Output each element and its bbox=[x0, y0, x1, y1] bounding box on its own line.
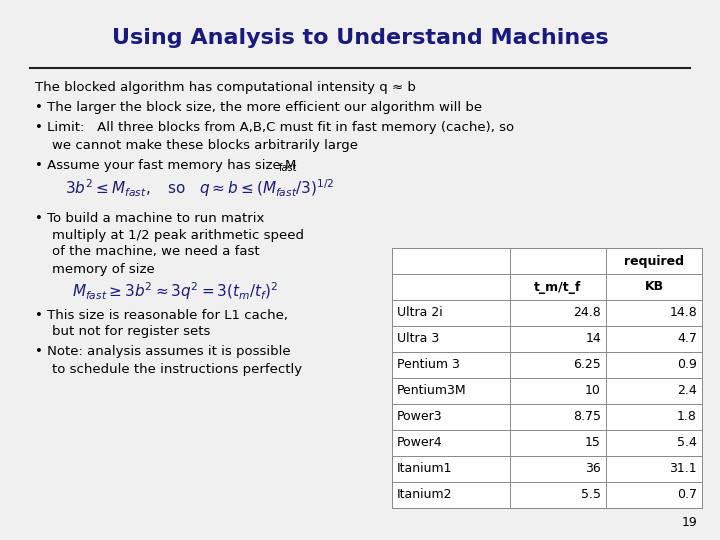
Text: of the machine, we need a fast: of the machine, we need a fast bbox=[52, 246, 260, 259]
Text: 8.75: 8.75 bbox=[573, 410, 601, 423]
Text: 5.5: 5.5 bbox=[581, 489, 601, 502]
Text: $3b^2 \leq M_{fast}$$,$   so   $q \approx b \leq (M_{fast}/3)^{1/2}$: $3b^2 \leq M_{fast}$$,$ so $q \approx b … bbox=[66, 177, 335, 199]
Text: 19: 19 bbox=[682, 516, 698, 529]
Text: Using Analysis to Understand Machines: Using Analysis to Understand Machines bbox=[112, 28, 608, 48]
Text: Itanium2: Itanium2 bbox=[397, 489, 452, 502]
Text: • Limit:   All three blocks from A,B,C must fit in fast memory (cache), so: • Limit: All three blocks from A,B,C mus… bbox=[35, 122, 514, 134]
Text: Ultra 2i: Ultra 2i bbox=[397, 307, 443, 320]
Text: • The larger the block size, the more efficient our algorithm will be: • The larger the block size, the more ef… bbox=[35, 102, 482, 114]
Text: • Assume your fast memory has size M: • Assume your fast memory has size M bbox=[35, 159, 297, 172]
Text: Pentium3M: Pentium3M bbox=[397, 384, 467, 397]
Text: memory of size: memory of size bbox=[52, 262, 155, 275]
Text: The blocked algorithm has computational intensity q ≈ b: The blocked algorithm has computational … bbox=[35, 82, 416, 94]
Text: Power4: Power4 bbox=[397, 436, 443, 449]
Bar bbox=[392, 248, 702, 508]
Text: KB: KB bbox=[644, 280, 664, 294]
Text: t_m/t_f: t_m/t_f bbox=[534, 280, 582, 294]
Text: we cannot make these blocks arbitrarily large: we cannot make these blocks arbitrarily … bbox=[52, 138, 358, 152]
Text: 0.7: 0.7 bbox=[677, 489, 697, 502]
Text: 15: 15 bbox=[585, 436, 601, 449]
Text: 24.8: 24.8 bbox=[573, 307, 601, 320]
Text: Power3: Power3 bbox=[397, 410, 443, 423]
Text: required: required bbox=[624, 254, 684, 267]
Text: 0.9: 0.9 bbox=[677, 359, 697, 372]
Text: • To build a machine to run matrix: • To build a machine to run matrix bbox=[35, 212, 264, 225]
Text: • This size is reasonable for L1 cache,: • This size is reasonable for L1 cache, bbox=[35, 308, 288, 321]
Text: Ultra 3: Ultra 3 bbox=[397, 333, 439, 346]
Text: 14: 14 bbox=[585, 333, 601, 346]
Text: Pentium 3: Pentium 3 bbox=[397, 359, 460, 372]
Text: 36: 36 bbox=[585, 462, 601, 476]
Text: 1.8: 1.8 bbox=[677, 410, 697, 423]
Text: 31.1: 31.1 bbox=[670, 462, 697, 476]
Text: fast: fast bbox=[279, 163, 297, 173]
Text: 5.4: 5.4 bbox=[677, 436, 697, 449]
Text: 14.8: 14.8 bbox=[670, 307, 697, 320]
Text: Itanium1: Itanium1 bbox=[397, 462, 452, 476]
Text: 2.4: 2.4 bbox=[678, 384, 697, 397]
Text: 4.7: 4.7 bbox=[677, 333, 697, 346]
Text: • Note: analysis assumes it is possible: • Note: analysis assumes it is possible bbox=[35, 346, 291, 359]
Text: 6.25: 6.25 bbox=[573, 359, 601, 372]
Text: but not for register sets: but not for register sets bbox=[52, 326, 210, 339]
Text: $M_{fast} \geq 3b^2 \approx 3q^2 = 3(t_m/t_f)^2$: $M_{fast} \geq 3b^2 \approx 3q^2 = 3(t_m… bbox=[72, 280, 278, 302]
Text: multiply at 1/2 peak arithmetic speed: multiply at 1/2 peak arithmetic speed bbox=[52, 228, 304, 241]
Text: 10: 10 bbox=[585, 384, 601, 397]
Text: to schedule the instructions perfectly: to schedule the instructions perfectly bbox=[52, 362, 302, 375]
